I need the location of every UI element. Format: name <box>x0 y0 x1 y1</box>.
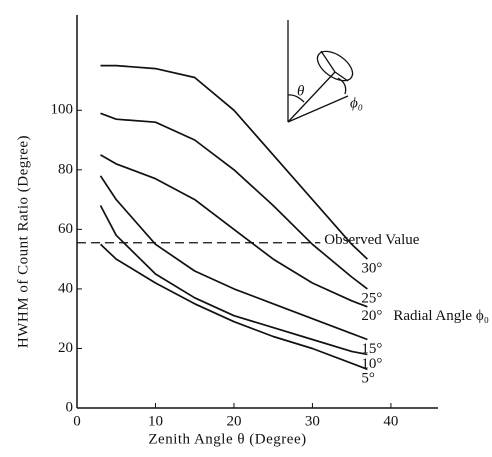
series-label: 5° <box>361 371 375 387</box>
inset-cone-side <box>334 71 349 82</box>
reference-label: Observed Value <box>324 232 419 248</box>
x-tick-label: 20 <box>226 413 241 429</box>
inset-direction <box>287 95 349 123</box>
y-tick-label: 60 <box>58 221 73 237</box>
series-line <box>99 243 368 371</box>
series-line <box>100 64 368 260</box>
inset-arc <box>337 77 347 95</box>
inset-axis <box>287 71 336 123</box>
y-tick-label: 40 <box>58 280 73 296</box>
series-line <box>100 154 368 308</box>
series-label: 30° <box>361 261 382 277</box>
series-line <box>99 205 368 356</box>
y-tick-label: 100 <box>51 102 74 118</box>
inset-diagram <box>287 20 354 123</box>
y-axis-label: HWHM of Count Ratio (Degree) <box>15 135 31 348</box>
y-tick-label: 20 <box>58 340 73 356</box>
y-tick-label: 80 <box>58 161 73 177</box>
series-line <box>99 175 368 341</box>
x-tick-label: 40 <box>383 413 398 429</box>
inset-cone-side <box>320 50 336 73</box>
series-line <box>100 112 368 290</box>
inset-theta: θ <box>297 83 305 99</box>
series-label: 10° <box>361 356 382 372</box>
series-label: 25° <box>361 290 382 306</box>
x-tick-label: 10 <box>148 413 163 429</box>
x-tick-label: 30 <box>305 413 320 429</box>
inset-phi: ϕ₀ <box>350 95 363 111</box>
series-label: 20° <box>361 308 382 324</box>
inset-arc <box>287 94 305 103</box>
series-label: 15° <box>361 341 382 357</box>
series-annotation: Radial Angle ϕ₀ <box>393 308 489 324</box>
x-tick-label: 0 <box>73 413 81 429</box>
x-axis-label: Zenith Angle θ (Degree) <box>148 431 306 447</box>
y-tick-label: 0 <box>66 399 74 415</box>
inset-cone <box>316 50 354 82</box>
